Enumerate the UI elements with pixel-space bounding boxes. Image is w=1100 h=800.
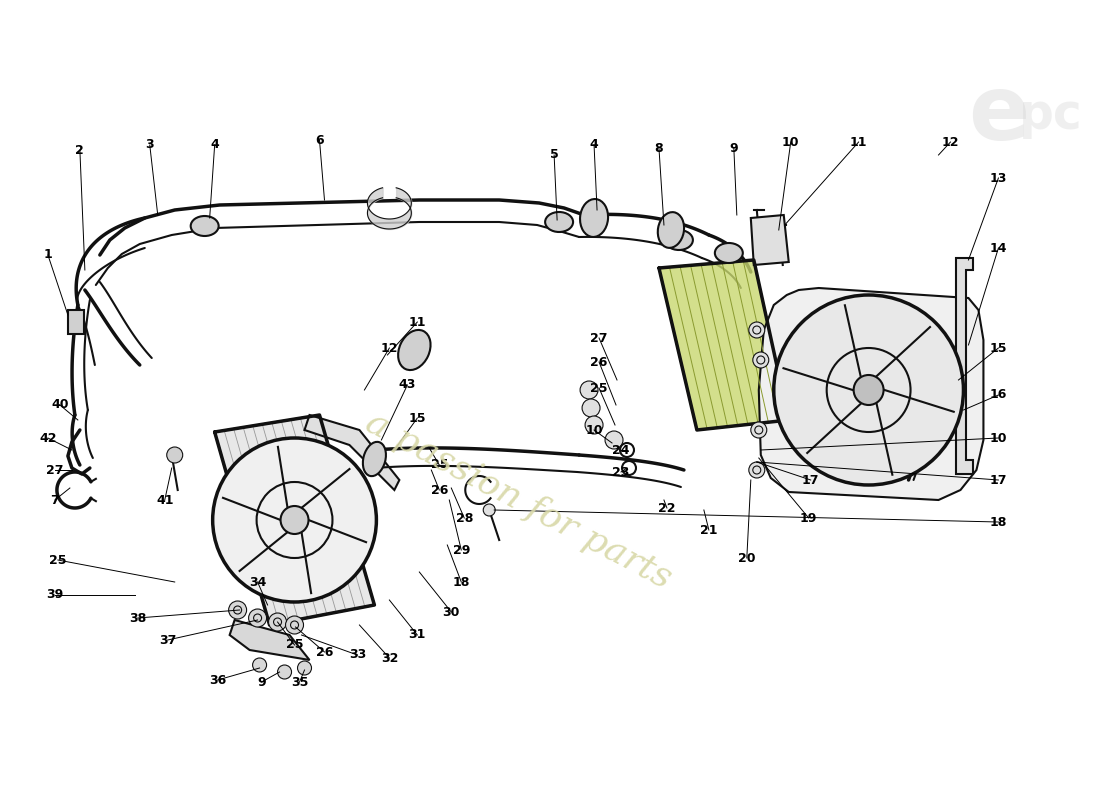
Circle shape — [483, 504, 495, 516]
Polygon shape — [957, 258, 974, 474]
Text: 10: 10 — [585, 423, 603, 437]
Text: 26: 26 — [591, 355, 607, 369]
Circle shape — [773, 295, 964, 485]
Text: 25: 25 — [591, 382, 608, 394]
Ellipse shape — [398, 330, 430, 370]
Text: 36: 36 — [209, 674, 227, 686]
Text: 17: 17 — [802, 474, 820, 486]
Text: 32: 32 — [381, 651, 398, 665]
Text: 39: 39 — [46, 589, 64, 602]
Circle shape — [752, 352, 769, 368]
Text: 18: 18 — [452, 575, 470, 589]
Text: 22: 22 — [658, 502, 675, 514]
Text: 25: 25 — [430, 458, 448, 471]
Ellipse shape — [546, 212, 573, 232]
Text: 11: 11 — [850, 135, 868, 149]
Text: 17: 17 — [990, 474, 1008, 486]
Text: 37: 37 — [160, 634, 176, 646]
Text: 12: 12 — [942, 135, 959, 149]
Text: pc: pc — [1019, 91, 1082, 139]
Ellipse shape — [580, 199, 608, 237]
Circle shape — [605, 431, 623, 449]
Text: 42: 42 — [40, 431, 57, 445]
Text: e: e — [968, 71, 1028, 159]
Text: 9: 9 — [257, 675, 266, 689]
Bar — [68, 310, 84, 334]
Text: 25: 25 — [286, 638, 304, 651]
Polygon shape — [759, 288, 983, 500]
Text: 33: 33 — [349, 649, 366, 662]
Ellipse shape — [363, 442, 386, 476]
Text: 7: 7 — [51, 494, 59, 506]
Circle shape — [297, 661, 311, 675]
Text: 5: 5 — [550, 149, 559, 162]
Text: 27: 27 — [591, 331, 608, 345]
Text: a passion for parts: a passion for parts — [361, 405, 678, 595]
Polygon shape — [751, 215, 789, 265]
Ellipse shape — [190, 216, 219, 236]
Text: 41: 41 — [156, 494, 174, 506]
Text: 38: 38 — [129, 611, 146, 625]
Polygon shape — [659, 260, 789, 430]
Circle shape — [167, 447, 183, 463]
Text: 1: 1 — [44, 249, 53, 262]
Text: 10: 10 — [990, 431, 1008, 445]
Text: 4: 4 — [590, 138, 598, 151]
Text: 31: 31 — [408, 629, 426, 642]
Text: 26: 26 — [316, 646, 333, 658]
Text: 40: 40 — [52, 398, 68, 411]
Circle shape — [229, 601, 246, 619]
Text: 14: 14 — [990, 242, 1008, 254]
Text: 35: 35 — [290, 675, 308, 689]
Text: 28: 28 — [455, 511, 473, 525]
Circle shape — [268, 613, 286, 631]
Text: 15: 15 — [408, 411, 426, 425]
Circle shape — [212, 438, 376, 602]
Text: 3: 3 — [145, 138, 154, 151]
Text: 6: 6 — [316, 134, 323, 146]
Text: 25: 25 — [50, 554, 67, 566]
Text: 29: 29 — [452, 543, 470, 557]
Text: 43: 43 — [398, 378, 416, 391]
Circle shape — [277, 665, 292, 679]
Text: 4: 4 — [210, 138, 219, 151]
Text: 16: 16 — [990, 389, 1008, 402]
Circle shape — [749, 462, 764, 478]
Text: 11: 11 — [408, 315, 426, 329]
Text: 20: 20 — [738, 551, 756, 565]
Text: 9: 9 — [729, 142, 738, 154]
Text: 27: 27 — [46, 463, 64, 477]
Circle shape — [749, 322, 764, 338]
Text: 21: 21 — [700, 523, 717, 537]
Circle shape — [582, 399, 600, 417]
Circle shape — [286, 616, 304, 634]
Text: 23: 23 — [613, 466, 629, 478]
Text: 12: 12 — [381, 342, 398, 354]
Polygon shape — [230, 620, 309, 660]
Text: 26: 26 — [430, 483, 448, 497]
Polygon shape — [214, 415, 374, 625]
Text: 18: 18 — [990, 515, 1008, 529]
Text: 8: 8 — [654, 142, 663, 154]
Text: 24: 24 — [613, 443, 630, 457]
Circle shape — [280, 506, 308, 534]
Text: 10: 10 — [782, 135, 800, 149]
Text: 34: 34 — [249, 575, 266, 589]
Circle shape — [585, 416, 603, 434]
Circle shape — [249, 609, 266, 627]
Circle shape — [580, 381, 598, 399]
Circle shape — [253, 658, 266, 672]
Ellipse shape — [658, 212, 684, 248]
Text: 13: 13 — [990, 171, 1008, 185]
Text: 19: 19 — [800, 511, 817, 525]
Circle shape — [751, 422, 767, 438]
Text: 30: 30 — [442, 606, 460, 618]
Polygon shape — [305, 415, 399, 490]
Text: 15: 15 — [990, 342, 1008, 354]
Text: 2: 2 — [76, 143, 85, 157]
Ellipse shape — [715, 243, 742, 263]
Ellipse shape — [664, 230, 693, 250]
Circle shape — [854, 375, 883, 405]
